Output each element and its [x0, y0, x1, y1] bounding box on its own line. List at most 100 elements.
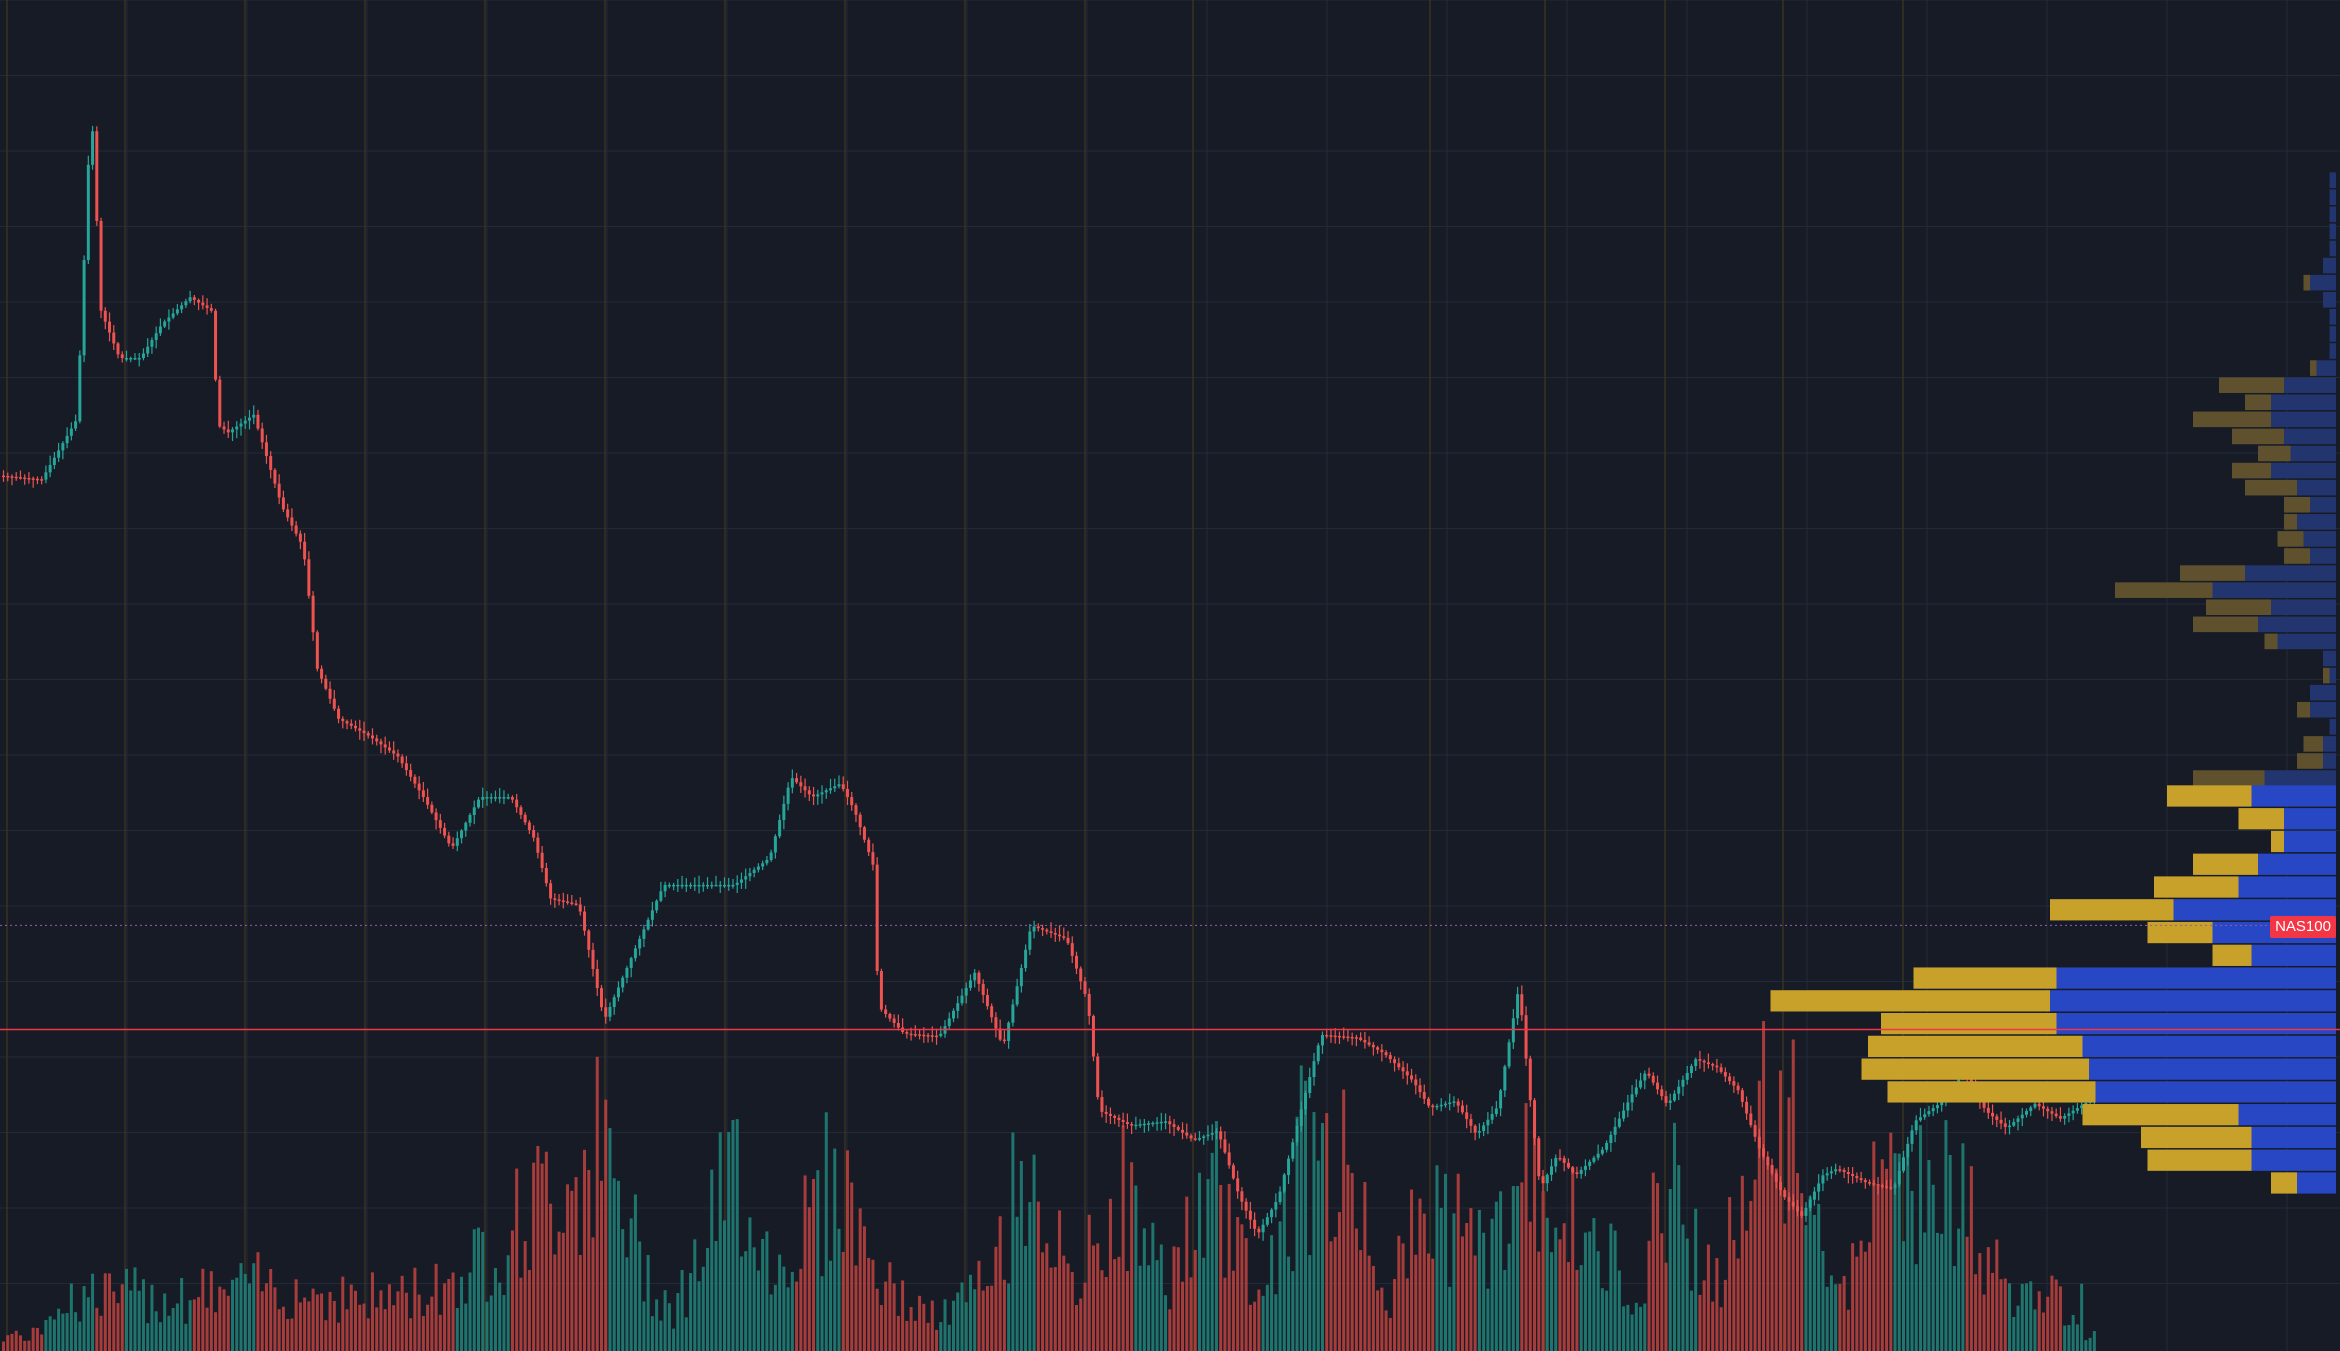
- volume-bar: [307, 1301, 311, 1351]
- profile-active-up-bar: [2082, 1104, 2239, 1126]
- volume-bar: [1906, 1157, 1910, 1351]
- volume-bar: [366, 1318, 370, 1351]
- volume-bar: [1074, 1304, 1078, 1351]
- volume-bar: [205, 1307, 209, 1351]
- candle-body: [379, 741, 383, 745]
- candle-body: [1278, 1191, 1282, 1203]
- candle-body: [455, 838, 459, 846]
- candle-body: [2063, 1115, 2067, 1119]
- candle-body: [14, 476, 18, 479]
- candle-body: [1583, 1165, 1587, 1170]
- candle-body: [468, 815, 472, 823]
- candle-body: [1028, 931, 1032, 950]
- candle-body: [1248, 1210, 1252, 1220]
- profile-inactive-down-bar: [2329, 172, 2336, 188]
- volume-bar: [1058, 1210, 1062, 1351]
- candle-body: [1918, 1117, 1922, 1121]
- volume-bar: [1902, 1241, 1906, 1351]
- candle-body: [553, 898, 557, 900]
- candle-body: [1677, 1086, 1681, 1094]
- candle-body: [850, 797, 854, 806]
- candle-body: [1418, 1085, 1422, 1093]
- candle-body: [968, 980, 972, 988]
- candle-layer[interactable]: [2, 125, 2096, 1241]
- volume-bar: [761, 1238, 765, 1351]
- volume-bar: [1070, 1271, 1074, 1351]
- candle-body: [841, 784, 845, 789]
- volume-bar: [595, 1056, 599, 1351]
- volume-bar: [1320, 1122, 1324, 1351]
- volume-bar: [845, 1150, 849, 1351]
- candle-body: [1151, 1122, 1155, 1125]
- volume-bar: [1617, 1270, 1621, 1351]
- volume-bar: [243, 1273, 247, 1351]
- volume-bar: [298, 1302, 302, 1351]
- candle-body: [112, 332, 116, 344]
- candle-body: [1384, 1052, 1388, 1056]
- candle-body: [61, 443, 65, 451]
- volume-bar: [1130, 1162, 1134, 1351]
- volume-bar: [387, 1284, 391, 1351]
- candle-body: [1053, 933, 1057, 935]
- volume-bar: [871, 1259, 875, 1351]
- candle-body: [1694, 1059, 1698, 1067]
- volume-bar: [1087, 1214, 1091, 1351]
- volume-bar: [502, 1295, 506, 1351]
- profile-active-down-bar: [2284, 830, 2336, 853]
- candle-body: [845, 788, 849, 798]
- profile-active-down-bar: [2056, 967, 2336, 989]
- candle-body: [1728, 1076, 1732, 1082]
- volume-bar: [1672, 1122, 1676, 1351]
- candle-body: [718, 884, 722, 887]
- candle-body: [311, 595, 315, 633]
- candle-body: [303, 541, 307, 560]
- candle-body: [1528, 1058, 1532, 1101]
- volume-bar: [370, 1272, 374, 1351]
- volume-bar: [820, 1276, 824, 1351]
- volume-bar: [27, 1340, 31, 1351]
- volume-bar: [578, 1254, 582, 1351]
- candle-body: [86, 164, 90, 261]
- candle-body: [1723, 1071, 1727, 1077]
- volume-bar: [1728, 1197, 1732, 1351]
- volume-bar: [2050, 1275, 2054, 1351]
- candle-body: [1626, 1102, 1630, 1111]
- candle-body: [65, 435, 69, 444]
- symbol-price-tag[interactable]: NAS100: [2270, 916, 2336, 938]
- candle-body: [680, 884, 684, 887]
- candle-body: [1388, 1055, 1392, 1060]
- volume-bar: [629, 1218, 633, 1351]
- volume-bar: [1287, 1256, 1291, 1351]
- candle-body: [1808, 1199, 1812, 1208]
- candle-body: [837, 784, 841, 787]
- volume-bar: [1465, 1223, 1469, 1351]
- volume-bar: [527, 1270, 531, 1351]
- volume-bar: [192, 1299, 196, 1351]
- profile-inactive-up-bar: [2115, 582, 2213, 598]
- volume-bar: [1880, 1159, 1884, 1351]
- volume-bar: [218, 1286, 222, 1351]
- candle-body: [358, 728, 362, 731]
- candle-body: [544, 868, 548, 884]
- candle-body: [756, 866, 760, 870]
- candle-body: [1613, 1126, 1617, 1135]
- candle-body: [324, 678, 328, 689]
- volume-bar: [697, 1281, 701, 1351]
- volume-bar: [328, 1291, 332, 1351]
- volume-bar: [485, 1301, 489, 1351]
- candle-body: [247, 417, 251, 421]
- candle-body: [1185, 1132, 1189, 1136]
- volume-bar: [2075, 1324, 2079, 1351]
- candle-body: [1791, 1201, 1795, 1207]
- candle-body: [1914, 1120, 1918, 1131]
- volume-bar: [854, 1265, 858, 1351]
- volume-bar: [1757, 1080, 1761, 1351]
- volume-bar: [812, 1178, 816, 1351]
- profile-active-down-bar: [2284, 808, 2336, 830]
- volume-bar: [345, 1309, 349, 1351]
- volume-bar: [35, 1327, 39, 1351]
- volume-bar: [1859, 1240, 1863, 1351]
- volume-bar: [540, 1163, 544, 1351]
